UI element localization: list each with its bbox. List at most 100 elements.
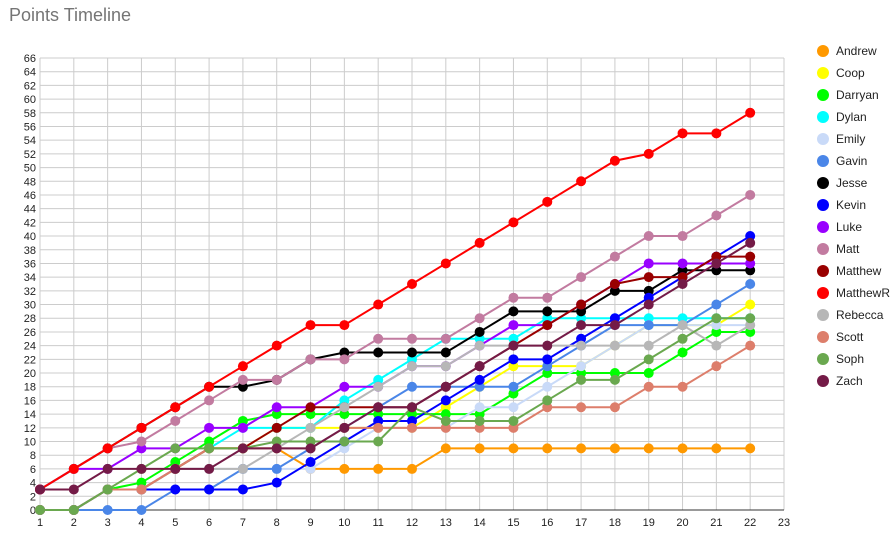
legend-item-zach[interactable]: Zach [817,374,863,388]
legend-item-soph[interactable]: Soph [817,352,864,366]
data-point [576,361,587,372]
data-point [542,292,553,303]
legend-swatch [817,133,829,145]
data-point [271,443,282,454]
y-tick-label: 16 [24,395,36,407]
x-tick-label: 20 [676,517,688,529]
y-tick-label: 54 [24,135,36,147]
data-point [609,374,620,385]
data-point [68,463,79,474]
data-point [745,326,756,337]
data-point [237,381,248,392]
data-point [237,484,248,495]
legend-swatch [817,155,829,167]
data-point [711,265,722,276]
data-point [339,381,350,392]
data-point [508,340,519,351]
data-point [542,313,553,324]
data-point [643,292,654,303]
data-point [440,381,451,392]
data-point [305,402,316,413]
data-point [407,381,417,392]
data-point [508,415,519,426]
data-point [407,463,417,474]
legend-swatch [817,199,829,211]
data-point [576,402,587,413]
data-point [305,409,316,420]
data-point [745,340,756,351]
data-point [745,443,756,454]
x-tick-label: 16 [541,517,553,529]
y-tick-label: 52 [24,149,36,161]
data-point [745,299,756,310]
data-point [136,505,147,515]
data-point [204,436,215,447]
data-point [271,402,282,413]
data-point [711,251,722,262]
legend-item-matt[interactable]: Matt [817,242,860,256]
x-tick-label: 11 [372,517,383,529]
legend-item-luke[interactable]: Luke [817,220,862,234]
data-point [711,326,722,337]
legend[interactable]: Andrew Coop Darryan Dylan Emily Gavin Jesse Kev… [817,44,890,388]
data-point [68,505,79,515]
legend-item-jesse[interactable]: Jesse [817,176,868,190]
data-point [271,422,282,433]
data-point [576,272,587,283]
data-point [170,457,181,468]
data-point [745,251,756,262]
data-point [643,272,654,283]
series-line [40,317,751,511]
data-point [542,196,553,207]
data-point [474,381,485,392]
data-point [474,415,485,426]
data-point [440,395,451,406]
legend-item-emily[interactable]: Emily [817,132,865,146]
legend-item-matthewr[interactable]: MatthewR [817,286,890,300]
y-tick-label: 36 [24,258,36,270]
legend-label: Andrew [836,44,877,58]
legend-item-scott[interactable]: Scott [817,330,864,344]
data-point [576,368,587,379]
data-point [474,237,485,248]
legend-item-dylan[interactable]: Dylan [817,110,867,124]
data-point [745,107,756,118]
y-tick-label: 18 [24,382,36,394]
legend-item-rebecca[interactable]: Rebecca [817,308,884,322]
legend-item-matthew[interactable]: Matthew [817,264,882,278]
data-point [407,409,417,420]
data-point [643,148,654,159]
x-tick-label: 7 [240,517,246,529]
data-point [609,443,620,454]
data-point [170,463,181,474]
x-tick-label: 8 [274,517,280,529]
data-point [711,128,722,139]
x-tick-label: 17 [575,517,587,529]
legend-item-kevin[interactable]: Kevin [817,198,866,212]
data-point [677,128,688,139]
legend-item-gavin[interactable]: Gavin [817,154,867,168]
data-point [643,368,654,379]
data-point [305,320,316,331]
data-point [711,443,722,454]
data-point [204,463,215,474]
data-point [102,463,113,474]
data-point [136,484,147,495]
data-point [542,395,553,406]
data-point [508,381,519,392]
y-tick-label: 6 [30,464,36,476]
legend-item-coop[interactable]: Coop [817,66,865,80]
data-point [271,374,282,385]
y-tick-label: 50 [24,163,36,175]
x-tick-label: 13 [440,517,452,529]
data-point [677,231,688,242]
data-point [440,333,451,344]
data-point [373,409,384,420]
legend-swatch [817,353,829,365]
data-point [271,436,282,447]
legend-item-darryan[interactable]: Darryan [817,88,879,102]
data-point [339,463,350,474]
x-tick-label: 21 [710,517,722,529]
legend-swatch [817,265,829,277]
legend-item-andrew[interactable]: Andrew [817,44,877,58]
